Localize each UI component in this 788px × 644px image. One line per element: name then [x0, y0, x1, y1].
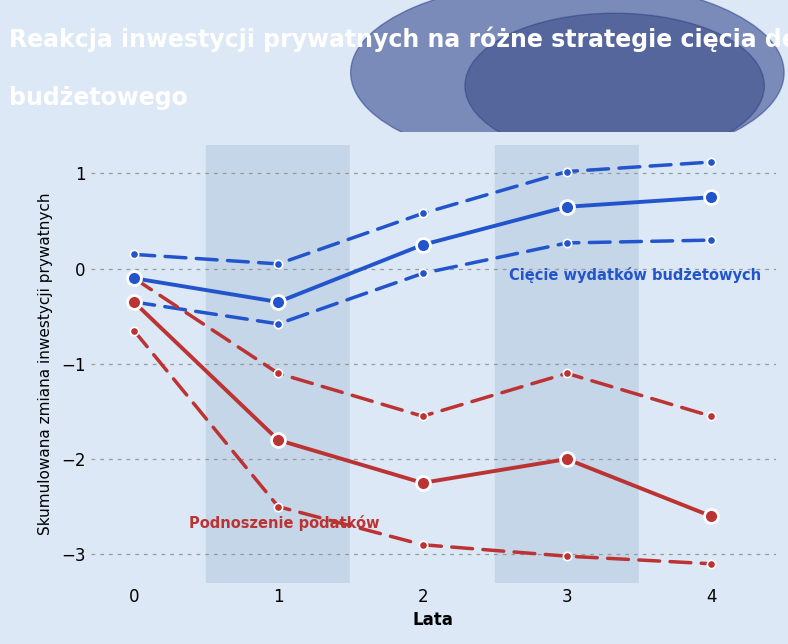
Bar [495, 145, 639, 583]
Text: Reakcja inwestycji prywatnych na różne strategie cięcia deficytu: Reakcja inwestycji prywatnych na różne s… [9, 26, 788, 52]
X-axis label: Lata: Lata [413, 611, 454, 629]
Text: Cięcie wydatków budżetowych: Cięcie wydatków budżetowych [509, 267, 761, 283]
Bar [351, 145, 495, 583]
Text: budżetowego: budżetowego [9, 86, 188, 110]
Bar [639, 145, 776, 583]
Ellipse shape [351, 0, 784, 165]
Text: Podnoszenie podatków: Podnoszenie podatków [189, 515, 379, 531]
Bar [91, 145, 206, 583]
Bar [206, 145, 351, 583]
Y-axis label: Skumulowana zmiana inwestycji prywatnych: Skumulowana zmiana inwestycji prywatnych [38, 193, 53, 535]
Ellipse shape [465, 14, 764, 158]
